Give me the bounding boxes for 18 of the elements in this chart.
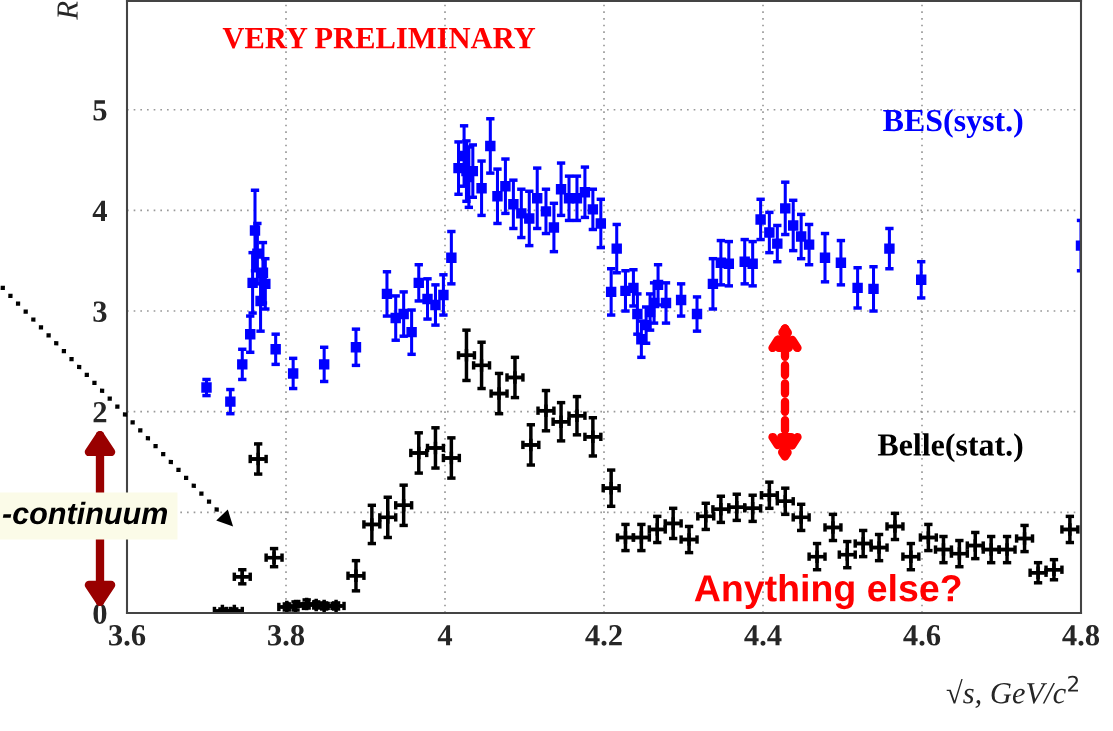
text: BES(syst.) [883,108,1023,138]
x-tick-label: 4.4 [744,625,782,646]
annotation: VERY PRELIMINARY [222,27,536,49]
y-tick-label: 5 [93,100,107,121]
x-tick-label: 3.8 [268,624,305,646]
x-axis-title: √s, GeV/c$^{2}$ [946,675,1078,708]
y-axis-title: R [57,1,78,20]
x-tick-label: 4.2 [585,625,622,646]
x-tick-label: 4.8 [1062,624,1100,646]
y-tick-label: 4 [92,200,107,221]
series-label: Belle(stat.) [877,433,1023,463]
annotation: -continuum [2,501,168,525]
annotation: Anything else? [694,574,961,610]
y-tick-label: 2 [93,402,107,423]
y-tick-label: 3 [93,301,107,322]
x-tick-label: 4 [437,625,453,646]
x-tick-label: 4.6 [903,625,941,646]
x-tick-label: 3.6 [109,625,146,646]
